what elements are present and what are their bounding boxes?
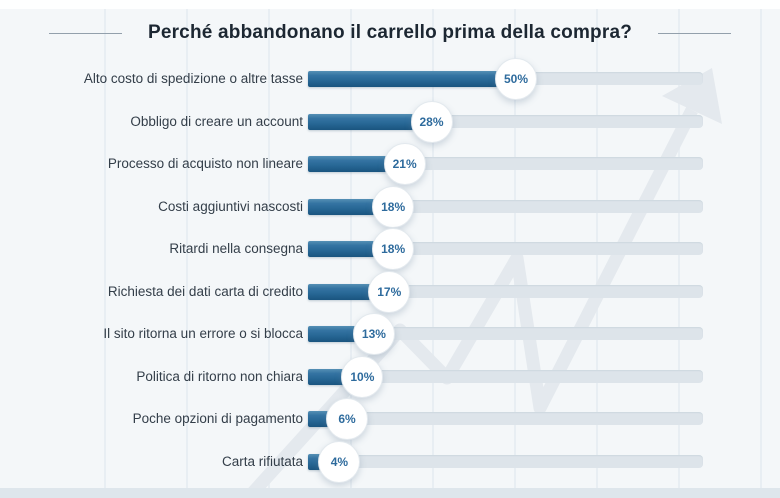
bar-row: Costi aggiuntivi nascosti 18%: [0, 185, 780, 228]
bar-row: Carta rifiutata 4%: [0, 440, 780, 483]
bar-row: Obbligo di creare un account 28%: [0, 100, 780, 143]
value-badge: 10%: [341, 355, 384, 398]
bar-label: Il sito ritorna un errore o si blocca: [103, 326, 303, 342]
value-badge: 50%: [495, 58, 537, 100]
bar-fill: [308, 198, 378, 215]
bar-fill: [308, 368, 347, 385]
bar-row: Alto costo di spedizione o altre tasse 50…: [0, 58, 780, 100]
bar-row: Processo di acquisto non lineare 21%: [0, 143, 780, 186]
bar-fill: [308, 113, 416, 130]
title-decor-line-left: [48, 32, 122, 34]
value-badge: 6%: [326, 398, 369, 441]
bar-fill: [308, 156, 389, 173]
title-decor-line-right: [658, 32, 732, 34]
value-badge: 21%: [383, 143, 426, 186]
bar-label: Alto costo di spedizione o altre tasse: [83, 71, 303, 86]
bar-label: Poche opzioni di pagamento: [132, 411, 303, 427]
bar-label: Richiesta dei dati carta di credito: [107, 283, 303, 299]
value-badge: 13%: [352, 313, 395, 356]
bar-label: Ritardi nella consegna: [169, 241, 303, 257]
bar-fill: [308, 326, 358, 343]
bar-row: Richiesta dei dati carta di credito 17%: [0, 270, 780, 313]
bar-row: Politica di ritorno non chiara 10%: [0, 355, 780, 398]
top-margin-strip: [0, 0, 780, 9]
value-badge: 17%: [368, 270, 411, 313]
bar-label: Costi aggiuntivi nascosti: [158, 198, 303, 214]
bar-fill: [308, 241, 378, 258]
value-badge: 4%: [318, 440, 361, 483]
bar-row: Il sito ritorna un errore o si blocca 13%: [0, 313, 780, 356]
bar-fill: [308, 283, 374, 300]
bar-track: [308, 327, 703, 341]
value-badge: 28%: [410, 100, 453, 143]
bar-track: [308, 454, 703, 468]
bar-row: Poche opzioni di pagamento 6%: [0, 398, 780, 441]
bar-track: [308, 369, 703, 383]
bar-label: Carta rifiutata: [221, 453, 303, 469]
bar-fill: [308, 71, 500, 87]
value-badge: 18%: [372, 228, 415, 271]
bottom-margin-strip: [0, 488, 780, 498]
bar-label: Processo di acquisto non lineare: [107, 156, 303, 172]
bar-fill: [308, 411, 332, 428]
value-badge: 18%: [372, 185, 415, 228]
bar-track: [308, 412, 703, 426]
chart-header: Perché abbandonano il carrello prima del…: [0, 17, 780, 49]
bar-label: Obbligo di creare un account: [130, 113, 303, 129]
chart-title: Perché abbandonano il carrello prima del…: [147, 22, 633, 43]
bar-row: Ritardi nella consegna 18%: [0, 228, 780, 271]
bar-label: Politica di ritorno non chiara: [136, 368, 303, 384]
